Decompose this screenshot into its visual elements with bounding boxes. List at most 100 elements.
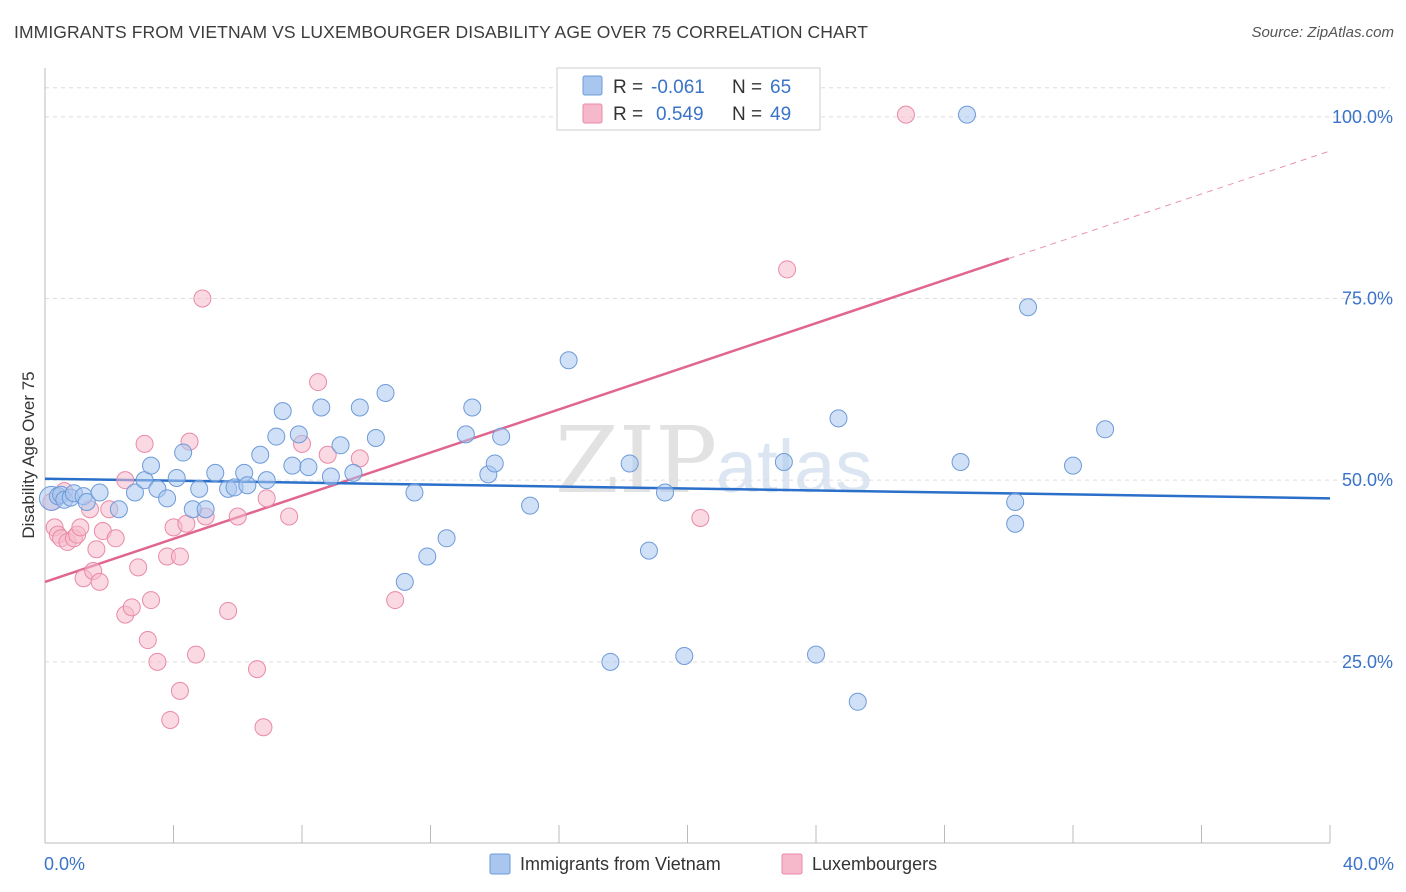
vietnam-point-57 [829,409,848,428]
luxembourgers-point-21 [135,434,154,453]
legend-r-label-2: R = [613,104,643,125]
luxembourgers-point-39 [257,489,276,508]
y-tick-label-1: 50.0% [1342,470,1393,490]
series-swatch-luxembourgers [781,853,803,875]
vietnam-point-24 [238,476,257,495]
y-tick-label-3: 100.0% [1332,107,1393,127]
vietnam-point-19 [196,500,215,519]
watermark: ZIP atlas [555,407,872,514]
vietnam-point-7 [77,492,96,511]
vietnam-point-47 [492,427,511,446]
vietnam-point-51 [620,454,639,473]
stats-legend: R = -0.061 N = 65 R = 0.549 N = 49 [556,67,821,131]
vietnam-point-56 [807,645,825,664]
vietnam-point-30 [289,425,308,444]
luxembourgers-point-20 [129,558,148,577]
legend-n-label-1: N = [732,77,762,98]
vietnam-point-20 [206,463,225,482]
legend-n-value-1: 65 [770,77,791,98]
vietnam-point-8 [90,483,109,502]
vietnam-point-14 [158,489,177,508]
luxembourgers-point-47 [778,260,797,279]
x-tick-labels: 0.0% 40.0% [44,854,1394,874]
luxembourgers-points [42,105,915,737]
vietnam-point-16 [174,443,193,462]
gridlines [45,87,1390,663]
y-tick-label-0: 25.0% [1342,652,1393,672]
vietnam-point-25 [251,445,270,464]
y-tick-label-2: 75.0% [1342,289,1393,309]
luxembourgers-point-46 [691,508,710,527]
series-swatch-vietnam [489,853,511,875]
vietnam-point-27 [267,427,286,446]
vietnam-point-34 [331,436,350,455]
vietnam-point-61 [1006,514,1025,533]
luxembourgers-point-23 [142,591,161,610]
luxembourgers-point-28 [170,547,189,566]
vietnam-point-59 [951,453,970,471]
source-credit: Source: ZipAtlas.com [1251,24,1394,41]
vietnam-point-60 [957,105,976,124]
luxembourgers-point-24 [148,652,167,671]
vietnam-point-58 [848,692,867,711]
vietnam-point-40 [405,483,424,502]
luxembourgers-point-35 [219,601,238,620]
vietnam-point-9 [109,500,128,519]
vietnam-point-50 [601,652,620,671]
vietnam-point-37 [366,429,385,448]
vietnam-points [38,105,1115,711]
vietnam-point-33 [321,467,340,486]
vietnam-point-55 [774,453,793,471]
vietnam-point-29 [283,456,302,475]
trend-extension-luxembourgers [1008,150,1331,260]
vietnam-point-31 [299,458,318,477]
vietnam-point-44 [463,398,482,417]
vietnam-point-38 [376,383,395,402]
legend-r-value-2: 0.549 [656,104,704,125]
series-legend: Immigrants from Vietnam Luxembourgers [489,853,937,875]
vietnam-point-53 [656,483,675,502]
y-tick-labels: 25.0% 50.0% 75.0% 100.0% [1332,107,1393,672]
series-label-vietnam: Immigrants from Vietnam [520,854,721,874]
vietnam-point-15 [167,468,186,487]
vietnam-point-12 [142,456,161,475]
vietnam-point-62 [1006,492,1025,511]
vietnam-point-26 [257,471,276,490]
vietnam-point-28 [273,402,292,421]
watermark-atlas: atlas [716,425,872,508]
luxembourgers-point-29 [170,681,189,700]
luxembourgers-point-26 [161,710,180,729]
series-label-luxembourgers: Luxembourgers [812,854,937,874]
vietnam-point-43 [456,425,475,444]
vietnam-point-42 [437,529,456,548]
x-tick-label-1: 40.0% [1343,854,1394,874]
legend-n-value-2: 49 [770,104,791,125]
vietnam-point-48 [521,496,540,515]
x-tick-label-0: 0.0% [44,854,85,874]
luxembourgers-point-12 [87,540,106,559]
legend-r-label-1: R = [613,77,643,98]
trend-line-luxembourgers [44,257,1010,584]
vietnam-point-65 [1096,420,1115,439]
vietnam-point-63 [1019,298,1038,317]
vietnam-point-35 [344,463,363,482]
luxembourgers-point-17 [116,471,135,490]
vietnam-point-41 [418,547,437,566]
luxembourgers-point-45 [386,591,405,610]
luxembourgers-point-40 [280,507,299,526]
vietnam-point-54 [675,647,694,666]
legend-swatch-pink [582,103,603,124]
legend-n-label-2: N = [732,104,762,125]
vietnam-point-49 [559,351,578,370]
vietnam-point-32 [312,398,331,417]
luxembourgers-point-19 [122,598,141,617]
legend-swatch-blue [582,75,603,96]
legend-r-value-1: -0.061 [651,77,705,98]
luxembourgers-point-38 [254,718,273,737]
luxembourgers-point-16 [106,529,125,548]
luxembourgers-point-33 [193,289,212,308]
luxembourgers-point-13 [90,572,109,591]
chart-title: IMMIGRANTS FROM VIETNAM VS LUXEMBOURGER … [14,22,868,42]
vietnam-point-52 [639,541,658,560]
